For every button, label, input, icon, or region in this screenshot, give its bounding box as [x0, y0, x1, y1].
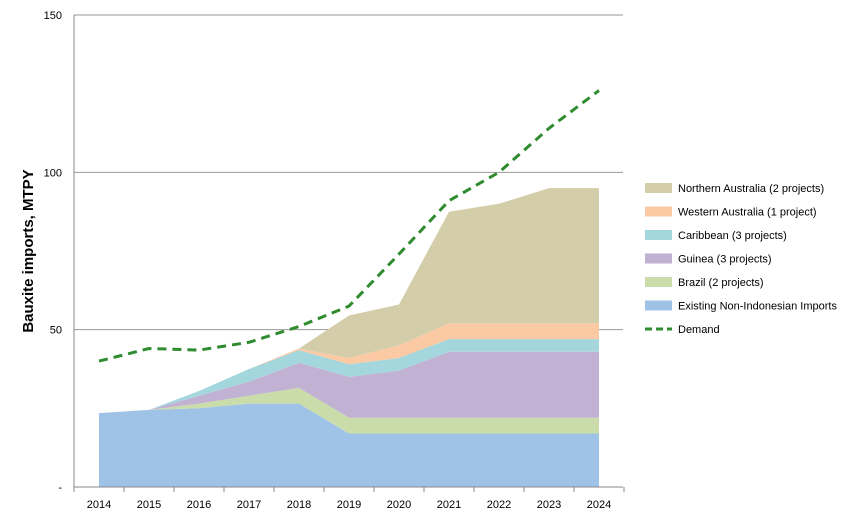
y-axis-title: Bauxite imports, MTPY: [20, 169, 37, 332]
x-tick-label: 2015: [137, 499, 161, 511]
area-caribbean-3-projects: [99, 339, 599, 414]
legend-label-brazil-2-projects: Brazil (2 projects): [678, 277, 764, 289]
x-tick-label: 2019: [337, 499, 361, 511]
y-tick-label: 100: [44, 167, 62, 179]
legend-swatch-brazil-2-projects: [645, 277, 672, 287]
x-tick-labels: 2014 2015 2016 2017 2018 2019 2020 2021 2022 2023…: [73, 487, 625, 511]
legend-label-demand: Demand: [678, 324, 720, 336]
area-existing-non-indonesian-imports: [99, 403, 599, 487]
y-tick-label: -: [58, 482, 62, 494]
legend: Northern Australia (2 projects) Western A…: [645, 183, 837, 336]
x-tick-label: 2021: [437, 499, 461, 511]
area-brazil-2-projects: [99, 387, 599, 434]
area-western-australia-1-project: [99, 323, 599, 414]
area-guinea-3-projects: [99, 351, 599, 418]
demand-line-layer: [98, 89, 600, 363]
y-tick-labels: - 50 100 150: [44, 10, 63, 494]
x-tick-label: 2023: [537, 499, 561, 511]
legend-swatch-guinea-3-projects: [645, 253, 672, 264]
stacked-areas: [99, 188, 599, 487]
x-tick-label: 2017: [237, 499, 261, 511]
legend-swatch-caribbean-3-projects: [645, 230, 672, 240]
area-northern-australia-2-projects: [99, 188, 599, 414]
legend-swatch-existing-non-indonesian-imports: [645, 300, 672, 311]
axes: [73, 15, 623, 488]
x-tick-label: 2014: [87, 499, 111, 511]
y-tick-label: 50: [50, 325, 62, 337]
legend-label-guinea-3-projects: Guinea (3 projects): [678, 254, 772, 266]
y-tick-label: 150: [44, 10, 62, 22]
x-tick-label: 2020: [387, 499, 411, 511]
legend-swatch-western-australia-1-project: [645, 206, 672, 217]
line-demand: [98, 89, 600, 363]
x-tick-label: 2016: [187, 499, 211, 511]
x-tick-label: 2024: [587, 499, 611, 511]
legend-label-existing-non-indonesian-imports: Existing Non-Indonesian Imports: [678, 301, 837, 313]
legend-label-western-australia-1-project: Western Australia (1 project): [678, 207, 817, 219]
legend-label-caribbean-3-projects: Caribbean (3 projects): [678, 230, 787, 242]
legend-label-northern-australia-2-projects: Northern Australia (2 projects): [678, 183, 824, 195]
x-tick-label: 2022: [487, 499, 511, 511]
x-tick-label: 2018: [287, 499, 311, 511]
legend-swatch-northern-australia-2-projects: [645, 183, 672, 193]
